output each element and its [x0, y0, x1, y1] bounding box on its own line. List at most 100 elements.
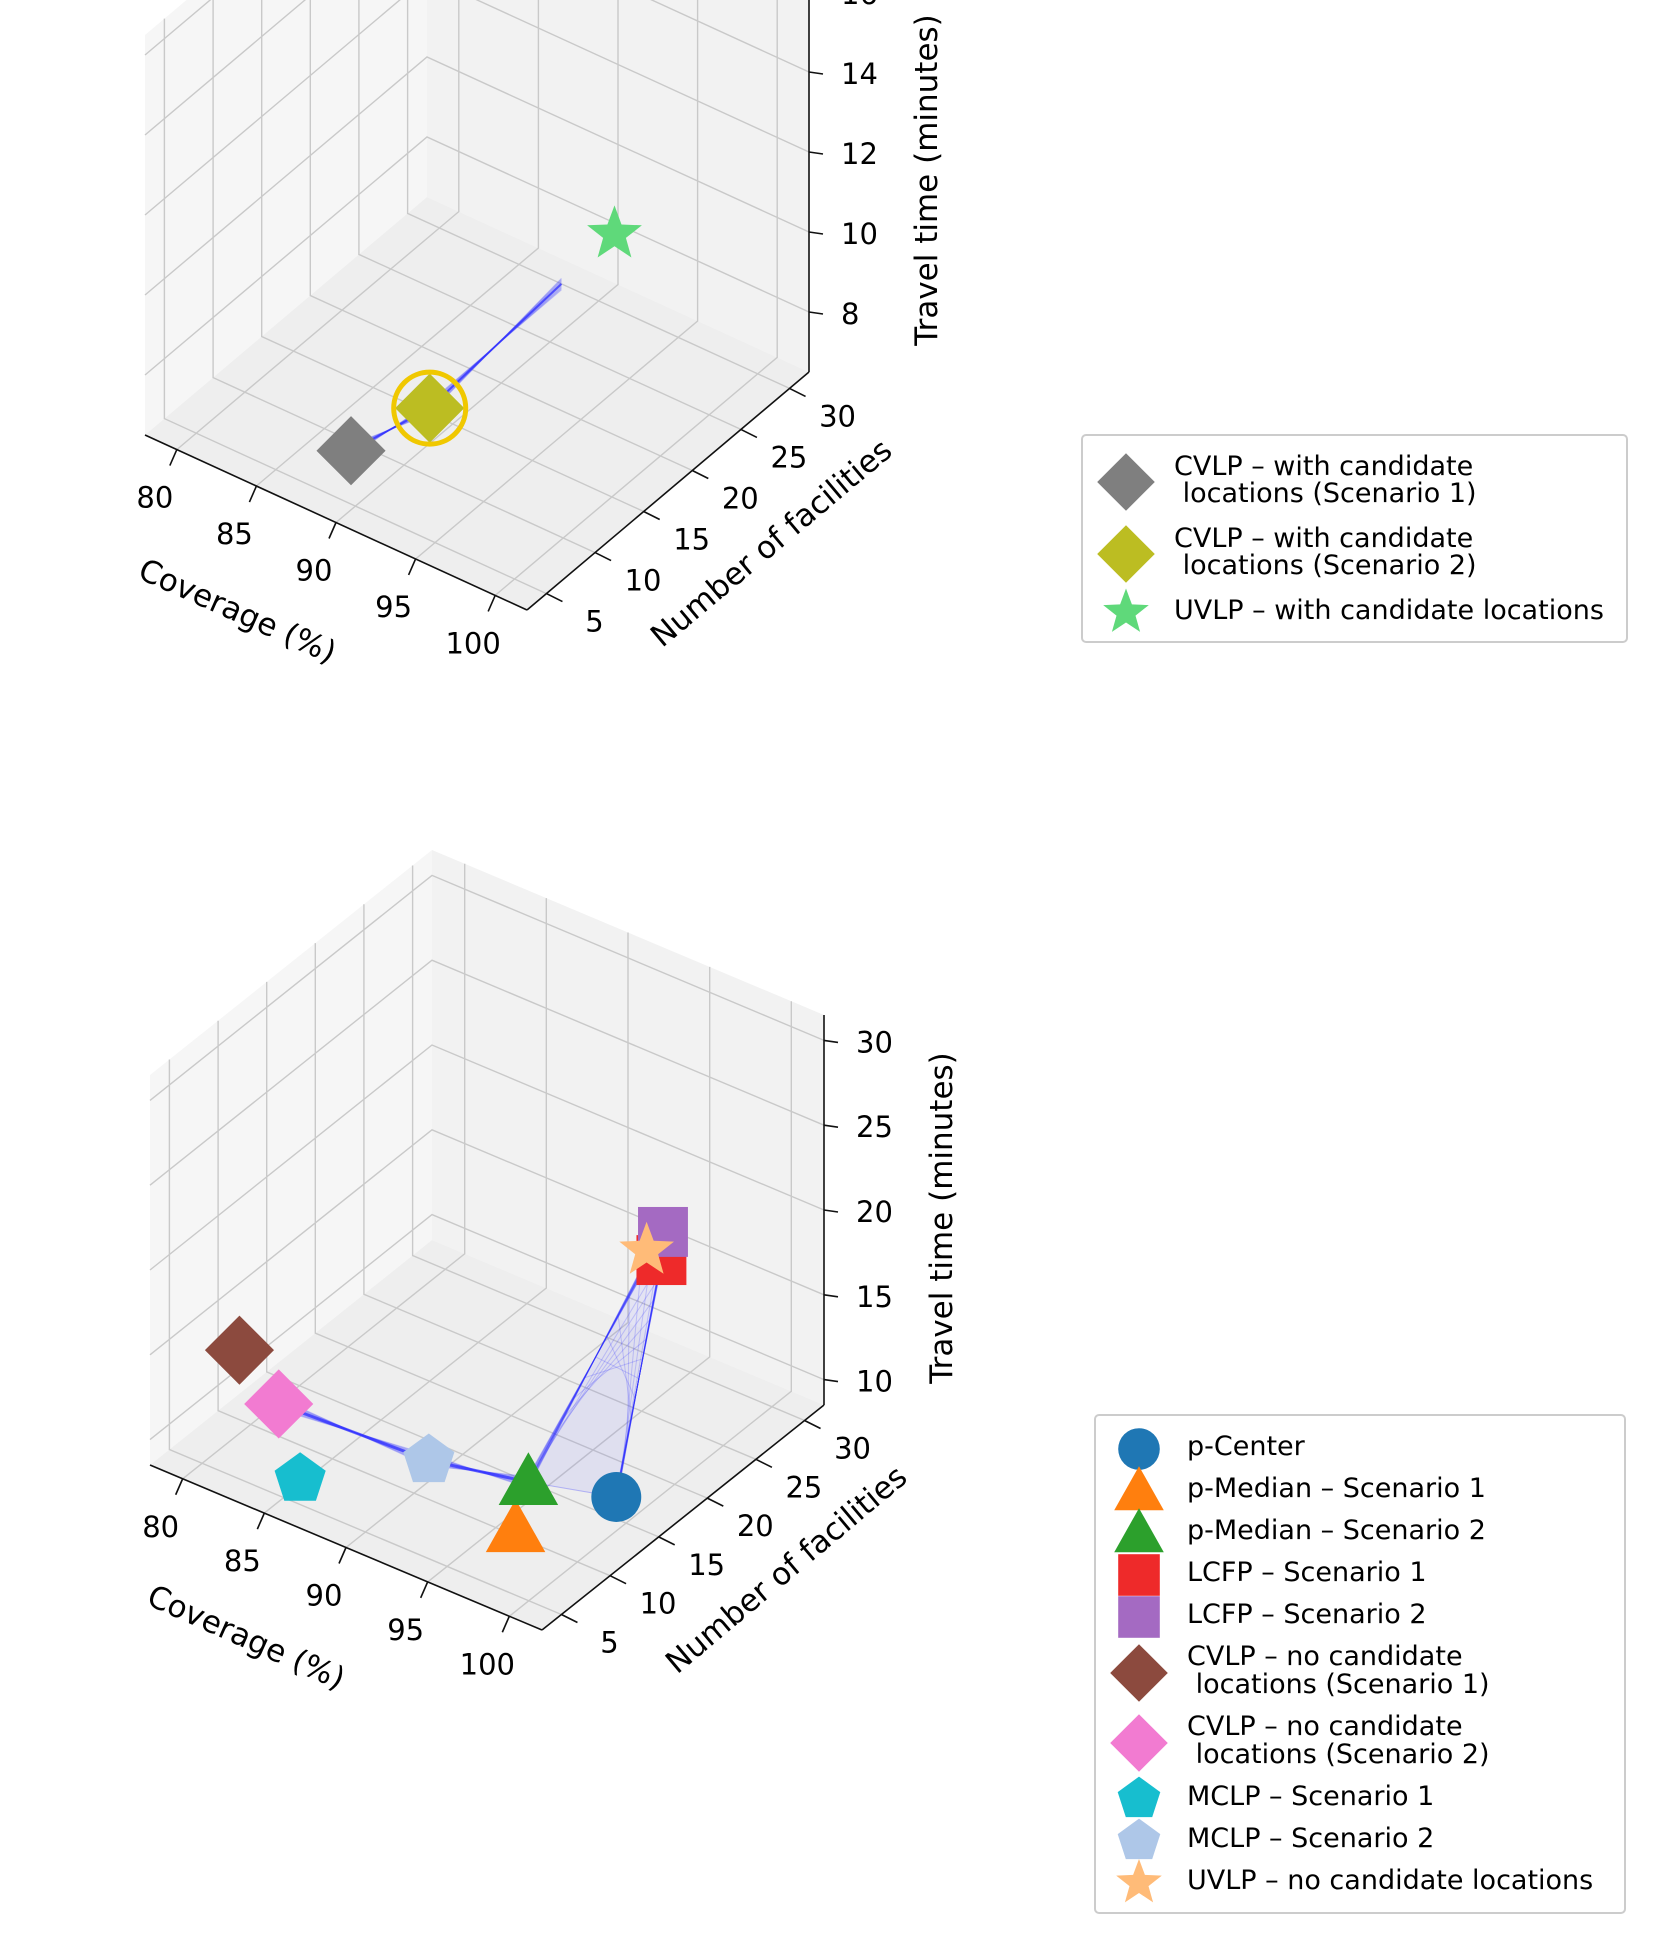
grid-x [494, 0, 778, 596]
legend-box [1081, 434, 1628, 643]
grid-x [427, 966, 711, 1583]
legend: p-Center p-Median – Scenario 1 p-Median – … [1094, 1414, 1626, 1914]
point-mclp-scenario-1 [274, 1452, 326, 1501]
legend-label: UVLP – no candidate locations [1187, 1865, 1593, 1896]
y-tick [706, 1497, 724, 1507]
x-tick-label: 80 [136, 481, 173, 515]
x-tick-label: 90 [296, 554, 333, 588]
legend-label-line2: locations (Scenario 1) [1187, 1669, 1490, 1700]
x-tick [419, 1581, 429, 1599]
y-tick-label: 25 [770, 440, 807, 474]
z-tick-label: 15 [856, 1280, 893, 1314]
legend-label: CVLP – with candidate [1174, 451, 1473, 482]
x-tick [328, 522, 337, 539]
legend-label: LCFP – Scenario 1 [1187, 1557, 1427, 1588]
z-tick [808, 231, 824, 235]
z-tick [808, 151, 824, 155]
y-tick-label: 20 [737, 1509, 774, 1543]
z-tick [808, 71, 824, 75]
legend-marker-mclp-scenario-2 [1117, 1818, 1161, 1860]
grid-y [217, 1020, 611, 1577]
z-tick-label: 25 [856, 1110, 893, 1144]
y-tick-label: 15 [673, 523, 710, 557]
y-tick [546, 592, 563, 603]
y-tick-label: 15 [688, 1548, 725, 1582]
point-uvlp-with-candidate-locations [587, 205, 642, 258]
x-tick [501, 1615, 511, 1633]
legend-label: p-Center [1187, 1431, 1306, 1462]
legend-marker-lcfp-scenario-1 [1118, 1554, 1160, 1596]
legend-box [1094, 1414, 1626, 1914]
point-cvlp-no-candidate-locations-scenario-2 [244, 1369, 314, 1439]
grid-z [144, 0, 810, 216]
z-tick [823, 1378, 839, 1383]
y-tick-label: 30 [834, 1432, 871, 1466]
x-tick-label: 95 [375, 590, 412, 624]
z-tick [823, 1293, 839, 1298]
x-tick-label: 85 [216, 517, 253, 551]
legend-marker-p-center [1118, 1428, 1160, 1470]
point-cvlp-with-candidate-locations-scenario-2 [395, 373, 465, 443]
z-tick [808, 311, 824, 315]
z-tick [823, 1209, 839, 1213]
grid-z [144, 56, 810, 296]
legend-marker-cvlp-no-candidate-locations-scenario-1 [1110, 1644, 1168, 1702]
x-tick [256, 1512, 266, 1530]
legend-marker-cvlp-with-candidate-locations-scenario-2 [1097, 525, 1155, 583]
legend-label: MCLP – Scenario 1 [1187, 1781, 1434, 1812]
legend-marker-cvlp-no-candidate-locations-scenario-2 [1110, 1714, 1168, 1772]
y-tick [691, 469, 709, 480]
grid-z [149, 1128, 825, 1356]
point-mclp-scenario-2 [403, 1433, 455, 1483]
z-tick-label: 12 [841, 137, 878, 171]
x-tick-label: 80 [142, 1510, 179, 1544]
grid-x [263, 898, 547, 1514]
y-tick [594, 551, 612, 562]
x-tick-label: 100 [445, 626, 500, 660]
z-tick-label: 10 [841, 217, 878, 251]
pane-left [145, 0, 427, 435]
legend-marker-mclp-scenario-1 [1117, 1776, 1161, 1818]
point-p-median-scenario-2 [498, 1452, 559, 1506]
x-tick-label: 85 [224, 1544, 261, 1578]
point-p-center [591, 1472, 642, 1522]
grid-y [358, 0, 742, 431]
legend-marker-p-median-scenario-2 [1114, 1508, 1164, 1553]
grid-y [363, 904, 757, 1460]
legend-label: UVLP – with candidate locations [1174, 595, 1604, 626]
grid-y [212, 0, 596, 554]
z-tick-label: 30 [856, 1025, 893, 1059]
legend-label: CVLP – with candidate [1174, 523, 1473, 554]
legend-label: MCLP – Scenario 2 [1187, 1823, 1434, 1854]
y-tick-label: 5 [585, 605, 603, 639]
x-tick [338, 1547, 347, 1564]
z-tick-label: 20 [856, 1195, 893, 1229]
z-tick [823, 1039, 839, 1044]
grid-x [415, 0, 699, 560]
y-axis-line [526, 371, 810, 611]
z-tick-label: 10 [856, 1365, 893, 1399]
grid-y [261, 0, 644, 513]
legend-label: CVLP – no candidate [1187, 1711, 1463, 1742]
point-cvlp-no-candidate-locations-scenario-1 [204, 1315, 275, 1385]
grid-z [149, 874, 825, 1101]
grid-z [149, 1044, 825, 1271]
legend-marker-uvlp-with-candidate-locations [1103, 588, 1149, 632]
legend-marker-cvlp-with-candidate-locations-scenario-1 [1097, 453, 1155, 511]
legend-label-line2: locations (Scenario 2) [1187, 1739, 1490, 1770]
grid-y [314, 943, 708, 1499]
legend-label: CVLP – no candidate [1187, 1641, 1463, 1672]
grid-z [149, 959, 825, 1186]
grid-y [168, 1059, 562, 1616]
point-cvlp-with-candidate-locations-scenario-1 [316, 416, 386, 486]
legend-marker-uvlp-no-candidate-locations [1116, 1859, 1162, 1903]
grid-y [309, 0, 693, 472]
z-axis-label: Travel time (minutes) [924, 1052, 960, 1385]
x-tick [248, 485, 258, 503]
legend-marker-p-median-scenario-1 [1114, 1466, 1164, 1511]
z-tick-label: 8 [841, 297, 859, 331]
y-tick [740, 428, 758, 439]
legend-label-line2: locations (Scenario 2) [1174, 550, 1477, 581]
point-p-median-scenario-1 [485, 1499, 546, 1553]
